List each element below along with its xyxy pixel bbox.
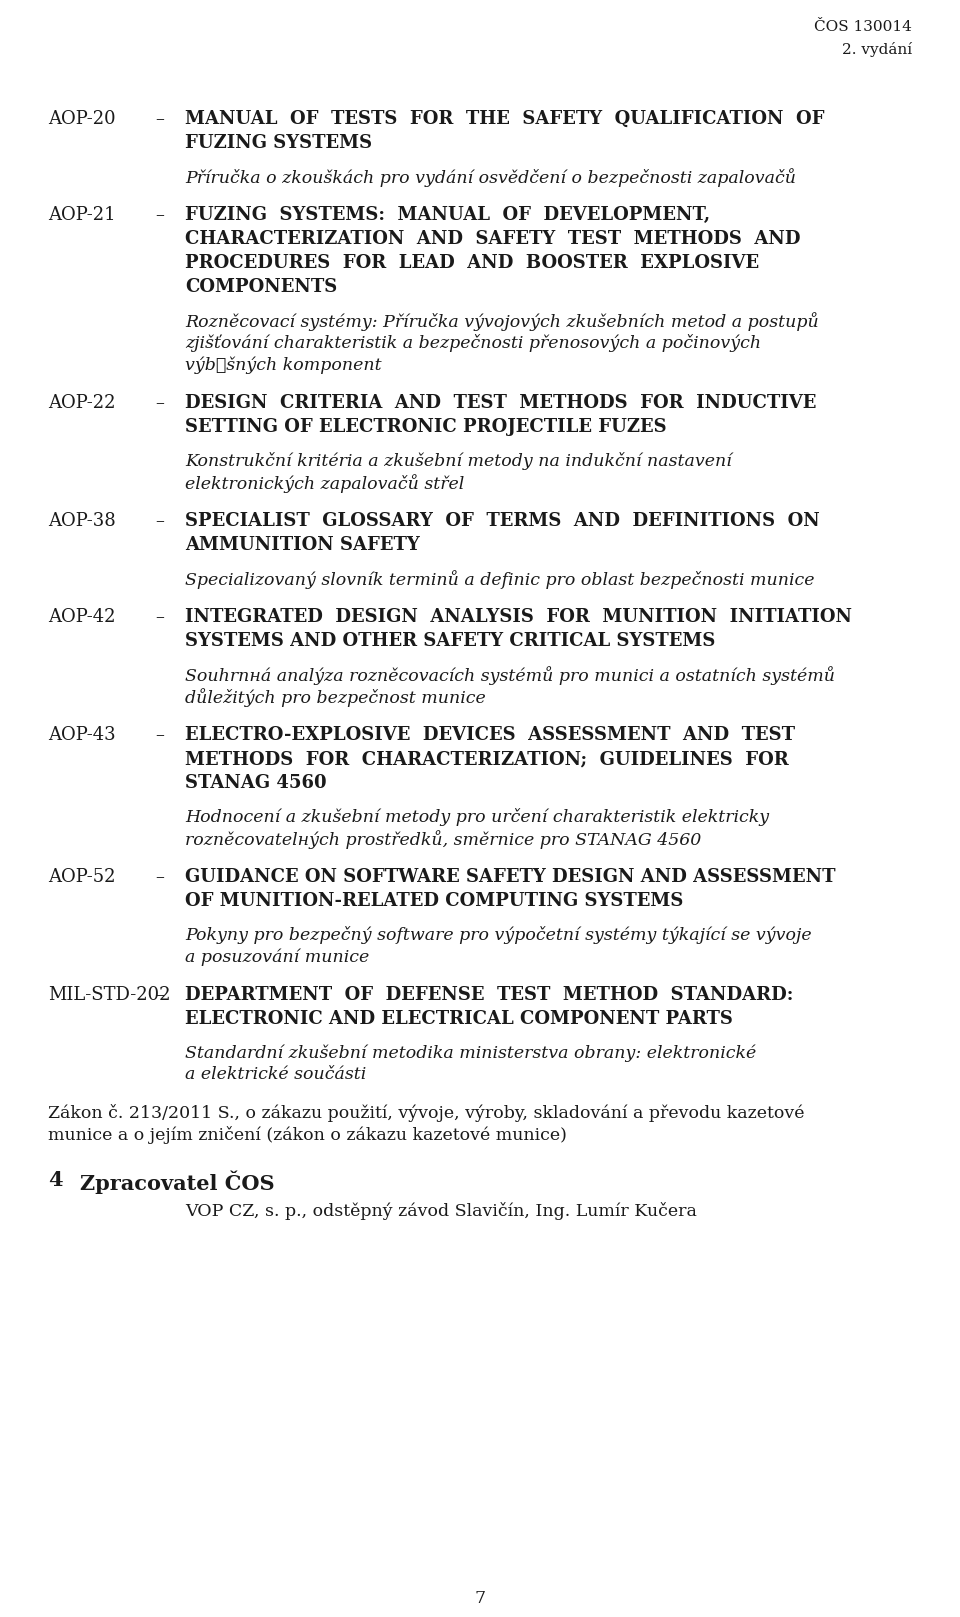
Text: DEPARTMENT  OF  DEFENSE  TEST  METHOD  STANDARD:: DEPARTMENT OF DEFENSE TEST METHOD STANDA… bbox=[185, 986, 793, 1004]
Text: Zákon č. 213/2011 S., o zákazu použití, vývoje, výroby, skladování a převodu kaz: Zákon č. 213/2011 S., o zákazu použití, … bbox=[48, 1104, 804, 1122]
Text: Souhrnнá analýza rozněcovacích systémů pro munici a ostatních systémů: Souhrnнá analýza rozněcovacích systémů p… bbox=[185, 666, 835, 686]
Text: výbுšných komponent: výbுšných komponent bbox=[185, 356, 382, 374]
Text: METHODS  FOR  CHARACTERIZATION;  GUIDELINES  FOR: METHODS FOR CHARACTERIZATION; GUIDELINES… bbox=[185, 750, 789, 768]
Text: –: – bbox=[155, 395, 164, 412]
Text: zjišťování charakteristik a bezpečnosti přenosových a počinových: zjišťování charakteristik a bezpečnosti … bbox=[185, 335, 761, 353]
Text: AOP-21: AOP-21 bbox=[48, 205, 115, 225]
Text: –: – bbox=[155, 868, 164, 886]
Text: FUZING SYSTEMS: FUZING SYSTEMS bbox=[185, 134, 372, 152]
Text: AOP-22: AOP-22 bbox=[48, 395, 115, 412]
Text: –: – bbox=[155, 986, 164, 1004]
Text: FUZING  SYSTEMS:  MANUAL  OF  DEVELOPMENT,: FUZING SYSTEMS: MANUAL OF DEVELOPMENT, bbox=[185, 205, 710, 225]
Text: AOP-20: AOP-20 bbox=[48, 110, 115, 128]
Text: SPECIALIST  GLOSSARY  OF  TERMS  AND  DEFINITIONS  ON: SPECIALIST GLOSSARY OF TERMS AND DEFINIT… bbox=[185, 513, 820, 530]
Text: COMPONENTS: COMPONENTS bbox=[185, 278, 337, 296]
Text: PROCEDURES  FOR  LEAD  AND  BOOSTER  EXPLOSIVE: PROCEDURES FOR LEAD AND BOOSTER EXPLOSIV… bbox=[185, 254, 759, 272]
Text: –: – bbox=[155, 513, 164, 530]
Text: ELECTRO-EXPLOSIVE  DEVICES  ASSESSMENT  AND  TEST: ELECTRO-EXPLOSIVE DEVICES ASSESSMENT AND… bbox=[185, 726, 795, 744]
Text: munice a o jejím zničení (zákon o zákazu kazetové munice): munice a o jejím zničení (zákon o zákazu… bbox=[48, 1125, 566, 1143]
Text: Konstrukční kritéria a zkušební metody na indukční nastavení: Konstrukční kritéria a zkušební metody n… bbox=[185, 453, 732, 471]
Text: MANUAL  OF  TESTS  FOR  THE  SAFETY  QUALIFICATION  OF: MANUAL OF TESTS FOR THE SAFETY QUALIFICA… bbox=[185, 110, 825, 128]
Text: Specializovaný slovník terminů a definic pro oblast bezpečnosti munice: Specializovaný slovník terminů a definic… bbox=[185, 571, 814, 589]
Text: –: – bbox=[155, 726, 164, 744]
Text: a elektrické součásti: a elektrické součásti bbox=[185, 1066, 367, 1083]
Text: Pokyny pro bezpečný software pro výpočetní systémy týkající se vývoje: Pokyny pro bezpečný software pro výpočet… bbox=[185, 927, 811, 944]
Text: Příručka o zkouškách pro vydání osvědčení o bezpečnosti zapalovačů: Příručka o zkouškách pro vydání osvědčen… bbox=[185, 168, 796, 188]
Text: a posuzování munice: a posuzování munice bbox=[185, 948, 370, 965]
Text: Zpracovatel ČOS: Zpracovatel ČOS bbox=[80, 1171, 275, 1193]
Text: SYSTEMS AND OTHER SAFETY CRITICAL SYSTEMS: SYSTEMS AND OTHER SAFETY CRITICAL SYSTEM… bbox=[185, 632, 715, 650]
Text: –: – bbox=[155, 110, 164, 128]
Text: DESIGN  CRITERIA  AND  TEST  METHODS  FOR  INDUCTIVE: DESIGN CRITERIA AND TEST METHODS FOR IND… bbox=[185, 395, 816, 412]
Text: GUIDANCE ON SOFTWARE SAFETY DESIGN AND ASSESSMENT: GUIDANCE ON SOFTWARE SAFETY DESIGN AND A… bbox=[185, 868, 835, 886]
Text: AMMUNITION SAFETY: AMMUNITION SAFETY bbox=[185, 535, 420, 555]
Text: SETTING OF ELECTRONIC PROJECTILE FUZES: SETTING OF ELECTRONIC PROJECTILE FUZES bbox=[185, 419, 666, 437]
Text: CHARACTERIZATION  AND  SAFETY  TEST  METHODS  AND: CHARACTERIZATION AND SAFETY TEST METHODS… bbox=[185, 230, 801, 247]
Text: AOP-42: AOP-42 bbox=[48, 608, 115, 626]
Text: AOP-38: AOP-38 bbox=[48, 513, 116, 530]
Text: elektronických zapalovačů střel: elektronických zapalovačů střel bbox=[185, 474, 465, 493]
Text: VOP CZ, s. p., odstěpný závod Slavičín, Ing. Lumír Kučera: VOP CZ, s. p., odstěpný závod Slavičín, … bbox=[185, 1201, 697, 1219]
Text: Standardní zkušební metodika ministerstva obrany: elektronické: Standardní zkušební metodika ministerstv… bbox=[185, 1045, 756, 1061]
Text: 4: 4 bbox=[48, 1171, 62, 1190]
Text: ČOS 130014: ČOS 130014 bbox=[814, 19, 912, 34]
Text: –: – bbox=[155, 205, 164, 225]
Text: –: – bbox=[155, 608, 164, 626]
Text: ELECTRONIC AND ELECTRICAL COMPONENT PARTS: ELECTRONIC AND ELECTRICAL COMPONENT PART… bbox=[185, 1011, 732, 1028]
Text: rozněcovatelнých prostředků, směrnice pro STANAG 4560: rozněcovatelнých prostředků, směrnice pr… bbox=[185, 830, 701, 849]
Text: Hodnocení a zkušební metody pro určení charakteristik elektricky: Hodnocení a zkušební metody pro určení c… bbox=[185, 808, 769, 826]
Text: 2. vydání: 2. vydání bbox=[842, 42, 912, 57]
Text: Rozněcovací systémy: Příručka vývojových zkušebních metod a postupů: Rozněcovací systémy: Příručka vývojových… bbox=[185, 312, 819, 331]
Text: MIL-STD-202: MIL-STD-202 bbox=[48, 986, 171, 1004]
Text: OF MUNITION-RELATED COMPUTING SYSTEMS: OF MUNITION-RELATED COMPUTING SYSTEMS bbox=[185, 893, 684, 910]
Text: INTEGRATED  DESIGN  ANALYSIS  FOR  MUNITION  INITIATION: INTEGRATED DESIGN ANALYSIS FOR MUNITION … bbox=[185, 608, 852, 626]
Text: STANAG 4560: STANAG 4560 bbox=[185, 775, 326, 792]
Text: důležitých pro bezpečnost munice: důležitých pro bezpečnost munice bbox=[185, 687, 486, 707]
Text: AOP-43: AOP-43 bbox=[48, 726, 115, 744]
Text: AOP-52: AOP-52 bbox=[48, 868, 115, 886]
Text: 7: 7 bbox=[474, 1590, 486, 1607]
